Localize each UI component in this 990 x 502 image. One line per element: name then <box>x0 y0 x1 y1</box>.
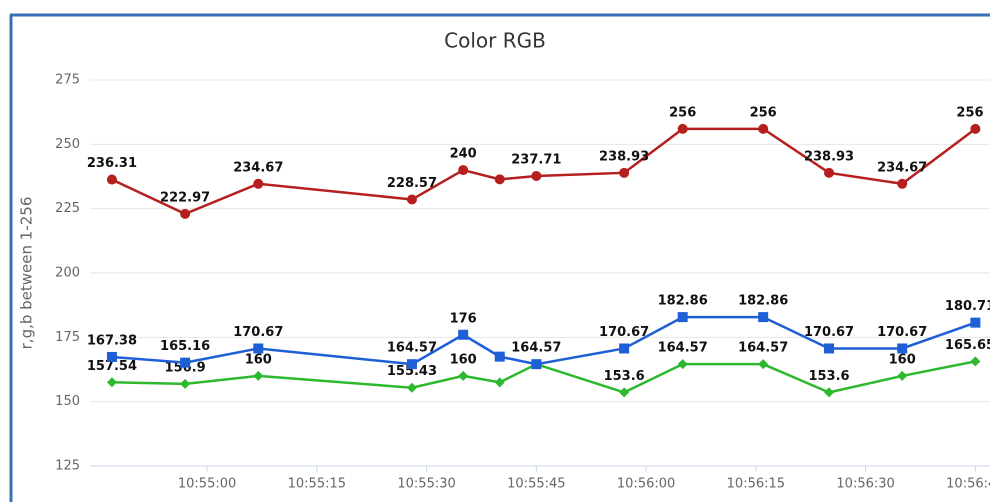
marker <box>897 370 908 381</box>
data-label: 165.16 <box>160 339 210 354</box>
data-label: 256 <box>750 105 777 120</box>
marker <box>494 351 505 362</box>
marker <box>677 312 688 323</box>
marker <box>106 351 117 362</box>
data-label: 164.57 <box>658 341 708 356</box>
y-tick-label: 175 <box>55 330 80 345</box>
x-tick-label: 10:56:15 <box>727 477 785 492</box>
data-label: 222.97 <box>160 190 210 205</box>
x-tick-label: 10:55:15 <box>288 477 346 492</box>
marker <box>458 329 469 340</box>
marker <box>458 370 469 381</box>
marker <box>824 343 835 354</box>
y-tick-label: 275 <box>55 73 80 88</box>
data-label: 160 <box>245 352 272 367</box>
marker <box>619 343 630 354</box>
marker <box>106 377 117 388</box>
marker <box>180 378 191 389</box>
marker <box>253 178 264 189</box>
data-label: 170.67 <box>877 325 927 340</box>
x-tick-label: 10:55:00 <box>178 477 236 492</box>
marker <box>677 359 688 370</box>
marker <box>531 359 542 370</box>
x-tick-label: 10:56:00 <box>617 477 675 492</box>
data-label: 228.57 <box>387 176 437 191</box>
data-label: 236.31 <box>87 156 137 171</box>
data-label: 238.93 <box>804 149 854 164</box>
marker <box>824 387 835 398</box>
data-label: 234.67 <box>877 160 927 175</box>
data-label: 165.65 <box>945 338 990 353</box>
marker <box>970 123 981 134</box>
marker <box>106 174 117 185</box>
x-tick-label: 10:55:45 <box>507 477 565 492</box>
y-tick-label: 125 <box>55 459 80 474</box>
y-tick-label: 225 <box>55 201 80 216</box>
data-label: 153.6 <box>604 369 645 384</box>
marker <box>970 356 981 367</box>
data-label: 240 <box>450 147 477 162</box>
marker <box>494 377 505 388</box>
marker <box>406 194 417 205</box>
data-label: 256 <box>669 105 696 120</box>
data-label: 182.86 <box>738 294 788 309</box>
marker <box>458 165 469 176</box>
x-tick-label: 10:56:30 <box>836 477 894 492</box>
data-label: 164.57 <box>511 341 561 356</box>
y-axis-label: r,g,b between 1-256 <box>18 197 36 350</box>
x-tick-label: 10:56:45 <box>946 477 990 492</box>
data-label: 180.71 <box>945 299 990 314</box>
marker <box>897 178 908 189</box>
data-label: 157.54 <box>87 359 137 374</box>
marker <box>970 317 981 328</box>
y-tick-label: 150 <box>55 394 80 409</box>
data-label: 182.86 <box>658 294 708 309</box>
data-label: 164.57 <box>738 341 788 356</box>
data-label: 155.43 <box>387 364 437 379</box>
data-label: 170.67 <box>804 325 854 340</box>
marker <box>758 312 769 323</box>
marker <box>619 387 630 398</box>
marker <box>758 359 769 370</box>
marker <box>180 208 191 219</box>
marker <box>758 123 769 134</box>
marker <box>897 343 908 354</box>
marker <box>494 174 505 185</box>
data-label: 160 <box>889 352 916 367</box>
chart-title: Color RGB <box>444 29 546 53</box>
marker <box>253 343 264 354</box>
data-label: 167.38 <box>87 333 137 348</box>
y-tick-label: 200 <box>55 266 80 281</box>
marker <box>677 123 688 134</box>
data-label: 234.67 <box>233 160 283 175</box>
data-label: 237.71 <box>511 152 561 167</box>
x-tick-label: 10:55:30 <box>397 477 455 492</box>
marker <box>406 382 417 393</box>
marker <box>619 167 630 178</box>
marker <box>824 167 835 178</box>
data-label: 170.67 <box>233 325 283 340</box>
marker <box>531 170 542 181</box>
data-label: 256 <box>956 105 983 120</box>
data-label: 156.9 <box>165 360 206 375</box>
data-label: 153.6 <box>808 369 849 384</box>
data-label: 160 <box>450 352 477 367</box>
data-label: 170.67 <box>599 325 649 340</box>
data-label: 164.57 <box>387 341 437 356</box>
y-tick-label: 250 <box>55 137 80 152</box>
data-label: 176 <box>450 311 477 326</box>
marker <box>180 357 191 368</box>
marker <box>406 359 417 370</box>
marker <box>253 370 264 381</box>
data-label: 238.93 <box>599 149 649 164</box>
